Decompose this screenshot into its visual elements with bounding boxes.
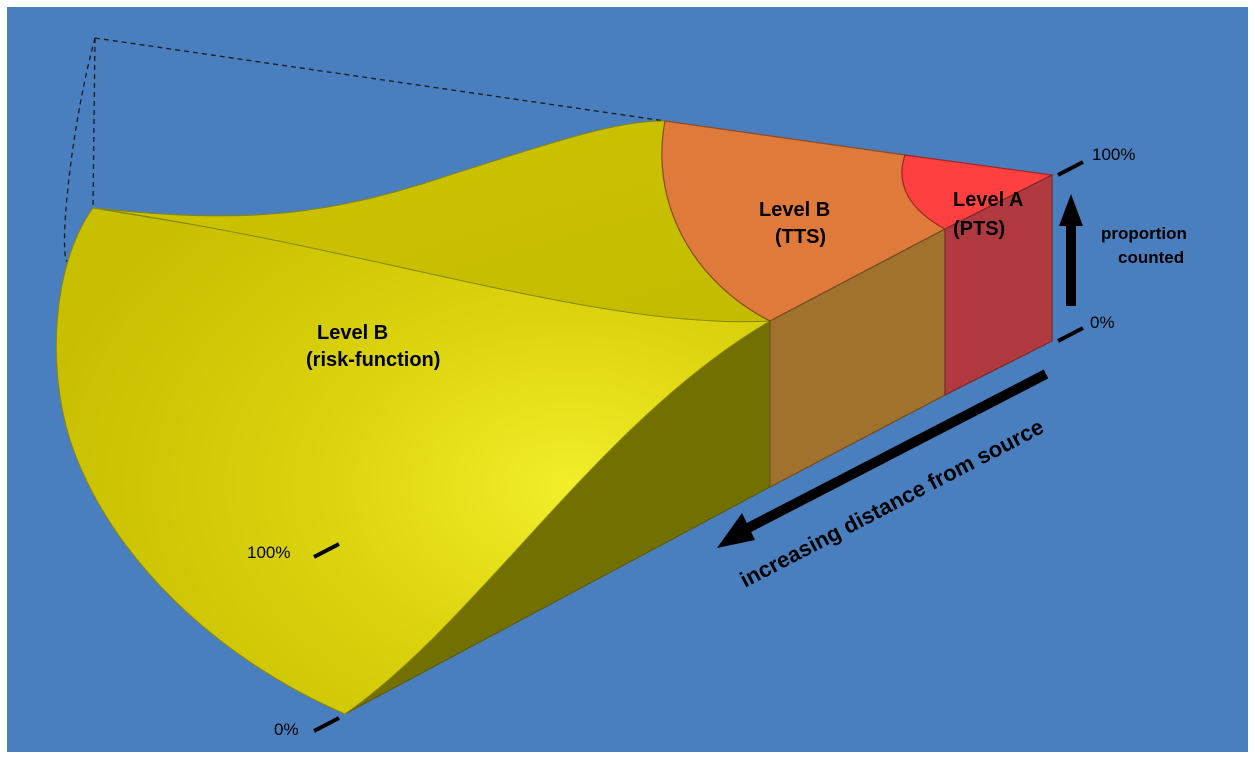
left-axis-bottom-tick	[313, 716, 340, 733]
right-axis-label: proportion counted	[1101, 224, 1192, 267]
right-axis-label-line1: proportion	[1101, 224, 1187, 243]
right-axis-label-line2: counted	[1118, 248, 1184, 267]
right-axis-bottom-tick	[1057, 326, 1084, 343]
right-axis-top-label: 100%	[1092, 145, 1135, 164]
left-axis-top-label: 100%	[247, 543, 290, 562]
zone-method: (risk-function)	[306, 349, 440, 371]
left-axis-top-tick	[313, 542, 340, 559]
zone-name: Level B	[317, 322, 388, 344]
zone-method: (TTS)	[775, 226, 826, 248]
right-axis-top-tick	[1057, 160, 1084, 177]
up-arrow-icon	[1059, 194, 1083, 306]
zone-name: Level B	[759, 199, 830, 221]
zone-label-pts: Level A (PTS)	[953, 189, 1028, 240]
left-axis-bottom-label: 0%	[274, 720, 299, 739]
zone-label-tts: Level B (TTS)	[759, 199, 836, 248]
zone-label-risk-function: Level B (risk-function)	[306, 322, 440, 371]
pts-side-face	[944, 174, 1053, 396]
zone-method: (PTS)	[953, 218, 1005, 240]
risk-function-side-face	[55, 207, 772, 715]
zone-name: Level A	[953, 189, 1023, 211]
right-axis-bottom-label: 0%	[1090, 313, 1115, 332]
down-left-arrow-icon	[717, 369, 1049, 548]
